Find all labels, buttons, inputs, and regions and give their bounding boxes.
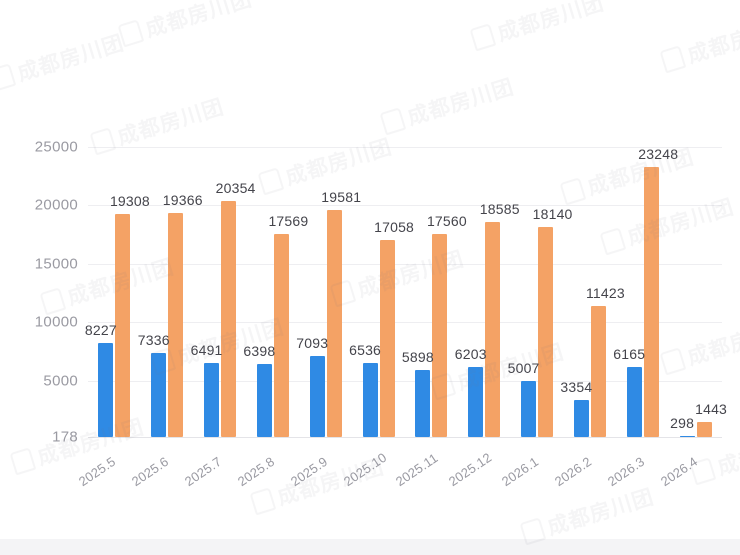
y-axis-tick: 5000 — [43, 372, 78, 390]
bar-value-label: 18140 — [532, 206, 573, 223]
bar-value-label: 19366 — [162, 191, 203, 208]
grid-line — [88, 322, 722, 324]
x-axis-tick: 2025.9 — [287, 453, 330, 490]
bar-group[interactable] — [362, 118, 395, 518]
bar-value-label: 6536 — [349, 341, 382, 358]
bar-value-label: 20354 — [215, 180, 256, 197]
bar-used[interactable] — [168, 212, 184, 437]
bar-value-label: 6491 — [190, 342, 223, 359]
bar-new[interactable] — [521, 380, 537, 437]
x-axis-tick: 2026.1 — [498, 453, 542, 490]
bar-value-label: 3354 — [560, 378, 593, 395]
bar-used[interactable] — [432, 233, 448, 437]
x-axis-tick: 2025.10 — [340, 449, 389, 490]
bar-group[interactable] — [626, 118, 659, 518]
bar-used[interactable] — [538, 227, 554, 437]
x-axis-tick: 2026.2 — [551, 453, 595, 490]
bar-value-label: 6203 — [454, 345, 487, 362]
bar-value-label: 1443 — [695, 401, 728, 418]
y-axis-tick: 15000 — [34, 255, 78, 273]
bar-value-label: 6398 — [243, 343, 276, 360]
bar-group[interactable] — [151, 118, 184, 518]
bar-value-label: 19581 — [321, 189, 362, 206]
bar-group[interactable] — [679, 118, 712, 518]
bar-new[interactable] — [679, 435, 695, 437]
x-axis-tick: 2026.3 — [604, 453, 647, 490]
x-axis-tick: 2025.8 — [234, 453, 278, 490]
bar-group[interactable] — [256, 118, 289, 518]
bar-value-label: 17560 — [426, 212, 467, 229]
bar-value-label: 298 — [670, 414, 695, 431]
chart-plot-area: 25000 20000 15000 10000 5000 178 8227 19308 733… — [0, 118, 740, 518]
bar-group[interactable] — [98, 118, 131, 518]
bar-value-label: 11423 — [585, 284, 625, 301]
bar-group[interactable] — [415, 118, 448, 518]
grid-line — [88, 147, 722, 148]
bar-new[interactable] — [573, 399, 589, 437]
bar-used[interactable] — [115, 213, 131, 437]
grid-line — [88, 380, 722, 382]
x-axis-tick: 2025.11 — [393, 450, 441, 490]
bar-group[interactable] — [573, 118, 606, 518]
bar-value-label: 6165 — [613, 346, 646, 363]
y-axis-tick: 178 — [52, 428, 78, 446]
bar-used[interactable] — [379, 239, 395, 437]
bar-value-label: 7336 — [137, 332, 170, 349]
y-axis-tick: 10000 — [34, 313, 78, 331]
bar-value-label: 18585 — [479, 200, 520, 217]
grid-line — [88, 263, 722, 265]
bar-used[interactable] — [273, 233, 289, 437]
grid-line — [88, 437, 722, 438]
bar-new[interactable] — [98, 342, 114, 437]
bar-used[interactable] — [485, 221, 501, 437]
bar-new[interactable] — [256, 364, 272, 437]
bar-new[interactable] — [204, 363, 220, 437]
bar-used[interactable] — [643, 167, 659, 437]
bar-new[interactable] — [362, 362, 378, 437]
y-axis-tick: 25000 — [34, 138, 78, 156]
bar-series-container: 8227 19308 7336 19366 6491 20354 6398 17569 7093… — [84, 118, 727, 518]
bar-new[interactable] — [151, 353, 167, 437]
y-axis-tick: 20000 — [34, 196, 78, 214]
x-axis-tick: 2025.7 — [181, 453, 225, 490]
bar-new[interactable] — [415, 370, 431, 437]
bar-value-label: 8227 — [84, 321, 117, 338]
x-axis: 2025.5 2025.6 2025.7 2025.8 2025.9 2025.10 202… — [76, 437, 722, 507]
bar-value-label: 5007 — [507, 359, 540, 376]
bar-group[interactable] — [468, 118, 501, 518]
grid-line — [88, 205, 722, 207]
bar-new[interactable] — [468, 366, 484, 437]
bottom-band — [0, 539, 740, 555]
bar-value-label: 5898 — [401, 349, 434, 366]
bar-new[interactable] — [626, 367, 642, 437]
bar-used[interactable] — [590, 305, 606, 437]
bar-value-label: 17058 — [374, 218, 415, 235]
bar-new[interactable] — [309, 356, 325, 437]
bar-value-label: 23248 — [638, 146, 679, 163]
bar-used[interactable] — [326, 210, 342, 437]
x-axis-tick: 2026.4 — [657, 453, 700, 490]
bar-group[interactable] — [204, 118, 237, 518]
bar-value-label: 7093 — [296, 335, 329, 352]
bar-group[interactable] — [521, 118, 554, 518]
bar-value-label: 17569 — [268, 212, 309, 229]
bar-used[interactable] — [221, 201, 237, 437]
x-axis-tick: 2025.12 — [446, 449, 495, 490]
bar-value-label: 19308 — [109, 192, 150, 209]
bar-used[interactable] — [696, 422, 712, 437]
bar-group[interactable] — [309, 118, 342, 518]
x-axis-tick: 2025.6 — [129, 453, 172, 490]
